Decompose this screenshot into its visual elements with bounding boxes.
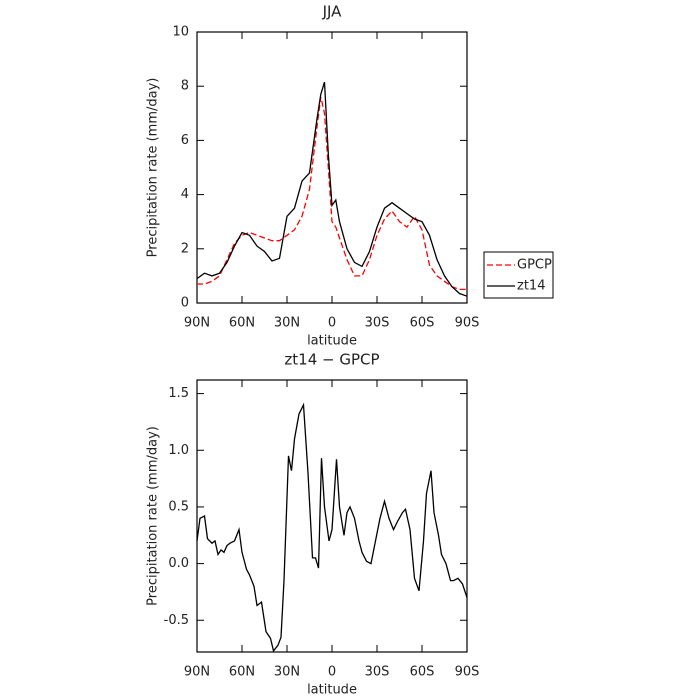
data-line	[196, 402, 468, 653]
legend-box	[483, 251, 554, 299]
x-tick-label: 0	[328, 316, 336, 331]
x-tick-label: 30S	[365, 316, 390, 331]
plot-frame	[196, 31, 468, 304]
x-axis-label: latitude	[307, 683, 357, 698]
x-tick-label: 0	[328, 665, 336, 680]
y-tick-label: 1.0	[168, 443, 189, 458]
data-line	[196, 81, 468, 297]
x-tick-label: 30S	[365, 665, 390, 680]
y-tick-label: 0.5	[168, 499, 189, 514]
chart-title: zt14 − GPCP	[284, 351, 379, 369]
y-tick-label: 10	[172, 25, 189, 40]
x-tick-label: 60N	[229, 665, 255, 680]
y-tick-label: 4	[181, 187, 189, 202]
x-tick-label: 90S	[455, 665, 480, 680]
x-tick-label: 30N	[274, 316, 300, 331]
y-tick-label: 1.5	[168, 386, 189, 401]
x-tick-label: 60S	[410, 665, 435, 680]
y-axis-label: Precipitation rate (mm/day)	[146, 426, 161, 606]
x-tick-label: 90S	[455, 316, 480, 331]
y-tick-label: 2	[181, 241, 189, 256]
legend-label: zt14	[517, 279, 545, 294]
data-line	[197, 96, 467, 291]
y-axis-label: Precipitation rate (mm/day)	[146, 78, 161, 258]
x-tick-label: 90N	[184, 665, 210, 680]
x-tick-label: 60N	[229, 316, 255, 331]
y-tick-label: 6	[181, 133, 189, 148]
y-tick-label: 0.0	[168, 556, 189, 571]
x-tick-label: 60S	[410, 316, 435, 331]
legend-label: GPCP	[517, 258, 552, 273]
chart-title: JJA	[322, 3, 343, 21]
x-tick-label: 90N	[184, 316, 210, 331]
y-tick-label: -0.5	[164, 613, 189, 628]
x-axis-label: latitude	[307, 334, 357, 349]
y-tick-label: 0	[181, 296, 189, 311]
plot-frame	[196, 379, 468, 653]
x-tick-label: 30N	[274, 665, 300, 680]
y-tick-label: 8	[181, 79, 189, 94]
